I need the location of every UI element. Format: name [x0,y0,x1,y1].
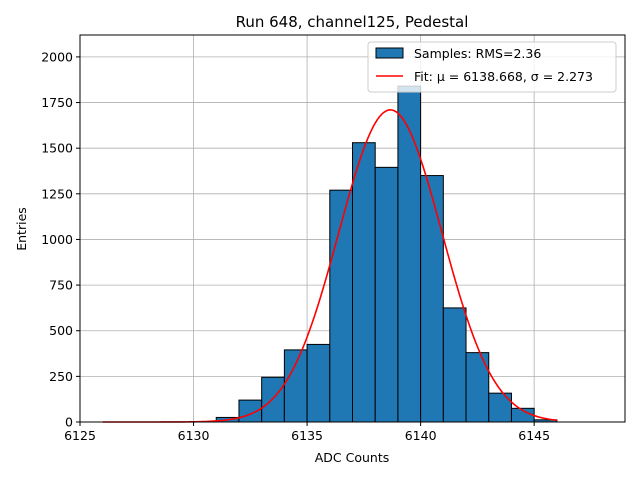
y-tick-label: 1000 [41,232,73,247]
histogram-bar [442,307,467,423]
y-tick-label: 2000 [41,49,73,64]
chart-title: Run 648, channel125, Pedestal [236,13,469,31]
histogram-bar [397,85,422,423]
histogram-bar [420,175,444,423]
y-tick-label: 1500 [41,141,73,156]
histogram-bars [215,85,558,423]
legend-swatch-samples [375,47,404,59]
x-tick-label: 6140 [405,428,437,443]
histogram-bar [261,376,285,423]
legend-label-samples: Samples: RMS=2.36 [414,46,541,61]
histogram-bar [374,166,399,423]
y-tick-label: 750 [49,278,73,293]
x-tick-label: 6145 [518,428,550,443]
y-tick-label: 1750 [41,95,73,110]
plot-frame [79,34,626,423]
legend-label-fit: Fit: μ = 6138.668, σ = 2.273 [414,69,593,84]
histogram-bar [352,142,376,423]
x-axis-label: ADC Counts [315,450,390,465]
x-tick-label: 6130 [178,428,210,443]
histogram-bar [283,349,308,423]
y-tick-label: 250 [49,369,73,384]
histogram-bar [306,343,331,423]
axis-ticks: 6125 6130 6135 6140 6145 0 250 500 750 1000 1250 15… [41,49,550,443]
legend-box [367,41,617,93]
histogram-bar [488,392,512,423]
y-axis-label: Entries [14,207,29,251]
legend: Samples: RMS=2.36 Fit: μ = 6138.668, σ =… [367,41,617,93]
y-tick-label: 1250 [41,186,73,201]
x-tick-label: 6125 [64,428,96,443]
x-tick-label: 6135 [291,428,323,443]
y-tick-label: 500 [49,323,73,338]
y-tick-label: 0 [65,415,73,430]
